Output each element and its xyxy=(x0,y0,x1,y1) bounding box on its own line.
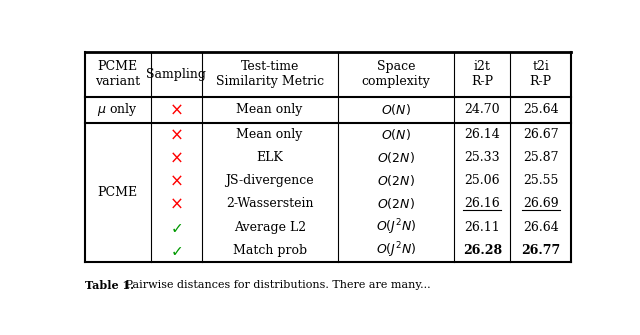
Text: ELK: ELK xyxy=(256,151,283,164)
Text: 26.11: 26.11 xyxy=(465,221,500,234)
Text: $O(2N)$: $O(2N)$ xyxy=(377,173,415,188)
Text: 26.67: 26.67 xyxy=(523,128,559,141)
Text: $O(2N)$: $O(2N)$ xyxy=(377,150,415,165)
Text: $\mu$ only: $\mu$ only xyxy=(97,102,138,118)
Text: $O(N)$: $O(N)$ xyxy=(381,103,411,117)
Text: 25.33: 25.33 xyxy=(465,151,500,164)
Text: 26.69: 26.69 xyxy=(523,198,559,210)
Text: $\checkmark$: $\checkmark$ xyxy=(170,243,182,258)
Text: 2-Wasserstein: 2-Wasserstein xyxy=(226,198,314,210)
Text: $\times$: $\times$ xyxy=(169,125,183,143)
Text: t2i
R-P: t2i R-P xyxy=(529,60,552,88)
Text: $\checkmark$: $\checkmark$ xyxy=(170,220,182,235)
Text: Space
complexity: Space complexity xyxy=(362,60,431,88)
Text: 26.28: 26.28 xyxy=(463,244,502,257)
Text: PCME: PCME xyxy=(98,186,138,199)
Text: Table 1.: Table 1. xyxy=(85,280,134,291)
Text: $O(J^2 N)$: $O(J^2 N)$ xyxy=(376,241,416,260)
Text: $\times$: $\times$ xyxy=(169,195,183,213)
Text: $\times$: $\times$ xyxy=(169,148,183,166)
Text: Sampling: Sampling xyxy=(146,68,206,81)
Text: Pairwise distances for distributions. There are many...: Pairwise distances for distributions. Th… xyxy=(122,280,431,290)
Text: Mean only: Mean only xyxy=(237,128,303,141)
Text: Test-time
Similarity Metric: Test-time Similarity Metric xyxy=(216,60,324,88)
Text: $\times$: $\times$ xyxy=(169,172,183,190)
Text: 25.55: 25.55 xyxy=(523,174,558,187)
Text: 24.70: 24.70 xyxy=(465,103,500,116)
Text: 26.64: 26.64 xyxy=(523,221,559,234)
Text: $O(J^2 N)$: $O(J^2 N)$ xyxy=(376,217,416,237)
Text: 25.64: 25.64 xyxy=(523,103,559,116)
Text: Average L2: Average L2 xyxy=(234,221,306,234)
Text: 25.87: 25.87 xyxy=(523,151,559,164)
Text: $\times$: $\times$ xyxy=(169,101,183,119)
Text: PCME
variant: PCME variant xyxy=(95,60,140,88)
Text: 25.06: 25.06 xyxy=(465,174,500,187)
Text: 26.16: 26.16 xyxy=(465,198,500,210)
Text: JS-divergence: JS-divergence xyxy=(225,174,314,187)
Text: $O(2N)$: $O(2N)$ xyxy=(377,197,415,211)
Text: 26.14: 26.14 xyxy=(465,128,500,141)
Text: 26.77: 26.77 xyxy=(521,244,560,257)
Text: Match prob: Match prob xyxy=(232,244,307,257)
Text: i2t
R-P: i2t R-P xyxy=(471,60,493,88)
Text: $O(N)$: $O(N)$ xyxy=(381,127,411,142)
Text: Mean only: Mean only xyxy=(237,103,303,116)
